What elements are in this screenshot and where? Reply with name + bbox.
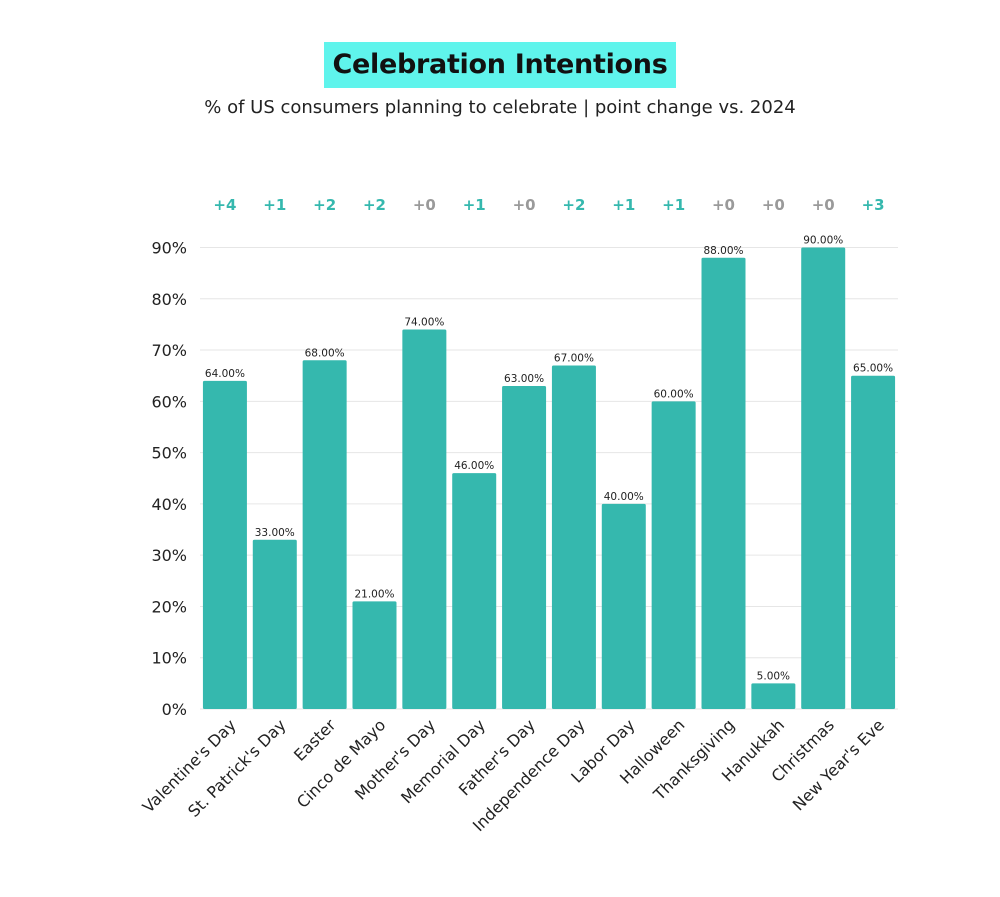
point-change-label: +2 xyxy=(363,196,386,214)
point-change-label: +1 xyxy=(612,196,635,214)
y-tick-label: 70% xyxy=(151,341,187,360)
bar xyxy=(551,365,596,709)
data-label: 21.00% xyxy=(354,588,394,600)
point-change-label: +2 xyxy=(313,196,336,214)
bar xyxy=(651,401,696,709)
point-change-label: +1 xyxy=(263,196,286,214)
y-tick-label: 20% xyxy=(151,597,187,616)
data-label: 68.00% xyxy=(305,347,345,359)
bar xyxy=(502,385,547,709)
bar xyxy=(252,539,297,709)
data-label: 33.00% xyxy=(255,527,295,539)
y-tick-label: 10% xyxy=(151,649,187,668)
bar xyxy=(352,601,397,709)
point-change-label: +3 xyxy=(862,196,885,214)
y-tick-label: 30% xyxy=(151,546,187,565)
point-change-label: +4 xyxy=(213,196,236,214)
bar xyxy=(402,329,447,709)
point-change-label: +0 xyxy=(812,196,835,214)
x-tick-label: New Year's Eve xyxy=(789,715,888,814)
bar xyxy=(601,503,646,709)
y-tick-label: 80% xyxy=(151,290,187,309)
y-tick-label: 50% xyxy=(151,444,187,463)
y-tick-label: 90% xyxy=(151,239,187,258)
bar xyxy=(851,375,896,709)
data-label: 67.00% xyxy=(554,352,594,364)
point-change-label: +0 xyxy=(712,196,735,214)
point-change-label: +0 xyxy=(413,196,436,214)
point-change-label: +2 xyxy=(562,196,585,214)
bar xyxy=(751,683,796,709)
point-change-label: +1 xyxy=(463,196,486,214)
x-tick-label: Easter xyxy=(290,715,340,765)
data-label: 88.00% xyxy=(703,245,743,257)
x-tick-label: Cinco de Mayo xyxy=(293,715,389,811)
data-label: 60.00% xyxy=(654,388,694,400)
y-tick-label: 60% xyxy=(151,392,187,411)
data-label: 46.00% xyxy=(454,460,494,472)
chart-title: Celebration Intentions xyxy=(324,42,676,88)
data-label: 63.00% xyxy=(504,373,544,385)
chart-subtitle: % of US consumers planning to celebrate … xyxy=(204,97,796,118)
data-label: 65.00% xyxy=(853,363,893,375)
point-change-label: +0 xyxy=(762,196,785,214)
bar xyxy=(452,473,497,709)
data-label: 5.00% xyxy=(757,670,790,682)
data-label: 74.00% xyxy=(404,317,444,329)
bar xyxy=(302,360,347,709)
data-label: 40.00% xyxy=(604,491,644,503)
bar xyxy=(202,380,247,709)
y-tick-label: 0% xyxy=(162,700,187,719)
point-change-label: +1 xyxy=(662,196,685,214)
bar xyxy=(801,247,846,709)
data-label: 90.00% xyxy=(803,235,843,247)
y-tick-label: 40% xyxy=(151,495,187,514)
point-change-label: +0 xyxy=(513,196,536,214)
chart-title-wrap: Celebration Intentions xyxy=(0,42,1000,88)
bar xyxy=(701,257,746,709)
data-label: 64.00% xyxy=(205,368,245,380)
